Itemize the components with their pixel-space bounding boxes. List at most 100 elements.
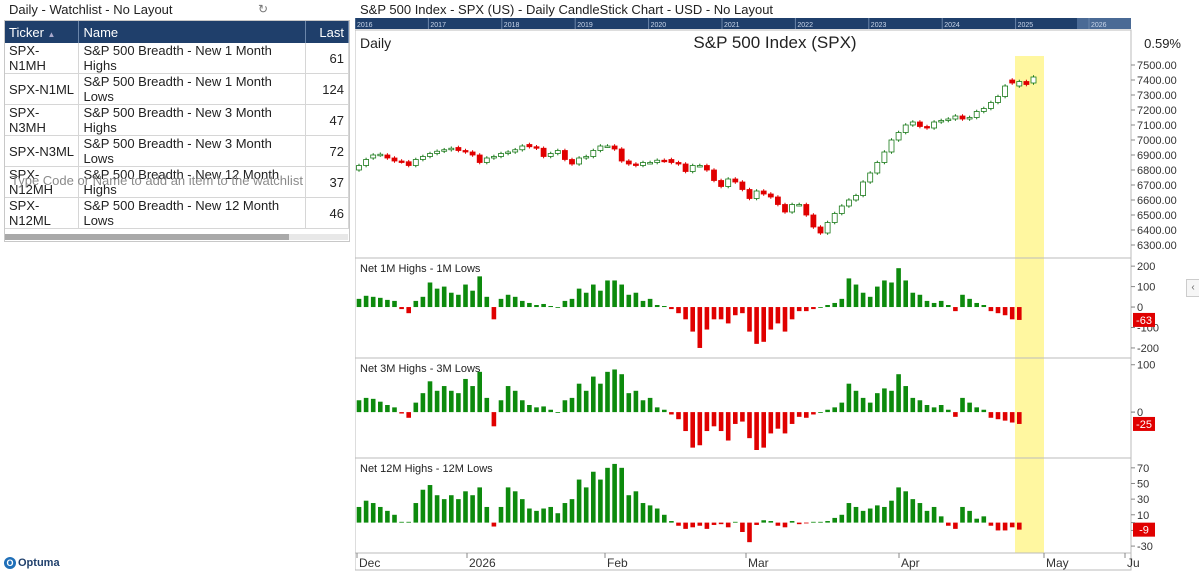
candle-up (505, 151, 512, 154)
horizontal-scrollbar[interactable] (5, 234, 348, 240)
candle-up (377, 153, 384, 157)
overview-timeline[interactable]: 2016 2017 2018 2019 2020 2021 2022 2023 2024 2025… (355, 18, 1131, 29)
negative-bar (811, 412, 816, 415)
positive-bar (576, 383, 582, 413)
positive-bar (818, 307, 823, 308)
positive-bar (662, 514, 667, 523)
positive-bar (583, 487, 589, 523)
positive-bar (385, 405, 390, 413)
positive-bar (569, 499, 575, 523)
candle-up (490, 156, 497, 159)
negative-bar (740, 522, 745, 532)
column-header-ticker[interactable]: Ticker ▲ (5, 21, 80, 43)
positive-bar (583, 390, 589, 413)
negative-bar (399, 412, 404, 414)
negative-bar (669, 412, 674, 415)
watchlist-row[interactable]: SPX-N12MH S&P 500 Breadth - New 12 Month … (5, 166, 349, 198)
positive-bar (356, 400, 362, 413)
positive-bar (456, 294, 461, 308)
candle-up (412, 159, 419, 166)
watchlist-row[interactable]: SPX-N3ML S&P 500 Breadth - New 3 Month Lo… (5, 135, 349, 167)
positive-bar (427, 381, 433, 413)
positive-bar (470, 495, 475, 523)
price-tick-label: 6800.00 (1137, 165, 1177, 177)
candle-up (1016, 81, 1023, 87)
scrollbar-thumb[interactable] (5, 234, 289, 240)
candle-up (590, 150, 597, 157)
candle-up (363, 159, 370, 166)
candle-down (924, 126, 930, 129)
chart-area[interactable]: 2016 2017 2018 2019 2020 2021 2022 2023 2024 2025… (355, 18, 1189, 572)
watchlist-row[interactable]: SPX-N12ML S&P 500 Breadth - New 12 Month … (5, 197, 349, 229)
negative-bar (775, 307, 781, 324)
negative-bar (782, 412, 788, 434)
positive-bar (889, 500, 894, 523)
watchlist-row[interactable]: SPX-N1ML S&P 500 Breadth - New 1 Month Lo… (5, 73, 349, 105)
negative-bar (804, 307, 809, 312)
negative-bar (733, 412, 738, 424)
watchlist-row[interactable]: SPX-N1MH S&P 500 Breadth - New 1 Month Hi… (5, 43, 349, 74)
last-cell: 61 (305, 43, 349, 74)
watchlist-title: Daily - Watchlist - No Layout (9, 2, 173, 17)
candle-up (938, 120, 945, 123)
positive-bar (370, 398, 376, 413)
negative-bar (690, 307, 695, 332)
positive-bar (733, 521, 738, 523)
pane-tick-label: 100 (1137, 282, 1155, 294)
add-item-input[interactable]: Type Code or Name to add an item to the … (11, 173, 303, 188)
positive-bar (477, 371, 482, 413)
positive-bar (548, 306, 553, 308)
negative-bar (733, 307, 738, 316)
collapse-arrow-icon[interactable]: ‹ (1186, 279, 1199, 297)
positive-bar (903, 280, 908, 308)
refresh-icon[interactable]: ↻ (258, 2, 269, 16)
positive-bar (889, 390, 894, 413)
column-header-name[interactable]: Name (78, 21, 307, 43)
negative-bar (775, 412, 781, 429)
pane-tick-label: -30 (1137, 541, 1153, 553)
positive-bar (946, 409, 951, 413)
candle-up (853, 195, 859, 201)
candle-down (682, 163, 689, 172)
candle-up (789, 204, 796, 213)
ticker-cell: SPX-N12MH (5, 166, 80, 198)
positive-bar (520, 499, 525, 523)
negative-bar (761, 307, 766, 342)
positive-bar (441, 286, 447, 308)
last-cell: 37 (305, 166, 349, 198)
candle-down (732, 178, 739, 183)
positive-bar (931, 407, 937, 413)
positive-bar (477, 276, 482, 308)
positive-bar (413, 300, 419, 308)
positive-bar (399, 521, 404, 523)
watchlist-row[interactable]: SPX-N3MH S&P 500 Breadth - New 3 Month Hi… (5, 104, 349, 136)
positive-bar (569, 298, 575, 308)
positive-bar (832, 517, 837, 523)
candle-down (398, 160, 405, 163)
positive-bar (626, 294, 632, 308)
positive-bar (860, 397, 866, 413)
positive-bar (534, 407, 539, 413)
logo-text: Optuma (18, 557, 60, 569)
positive-bar (917, 294, 923, 308)
overview-track (355, 18, 1131, 29)
negative-bar (697, 522, 703, 526)
column-header-last[interactable]: Last (305, 21, 349, 43)
negative-bar (1009, 412, 1015, 423)
positive-bar (512, 296, 518, 308)
last-value-label: -25 (1136, 419, 1152, 431)
positive-bar (378, 401, 383, 413)
positive-bar (924, 510, 930, 523)
pane-tick-label: 0 (1137, 302, 1143, 314)
candle-down (611, 145, 618, 150)
candle-down (1023, 81, 1030, 85)
candle-up (824, 222, 831, 234)
price-tick-label: 7300.00 (1137, 90, 1177, 102)
positive-bar (654, 305, 660, 308)
negative-bar (676, 307, 681, 314)
positive-bar (363, 397, 369, 413)
candle-up (845, 199, 852, 207)
positive-bar (370, 503, 376, 523)
price-tick-label: 6400.00 (1137, 225, 1177, 237)
periodicity-label: Daily (360, 35, 391, 51)
